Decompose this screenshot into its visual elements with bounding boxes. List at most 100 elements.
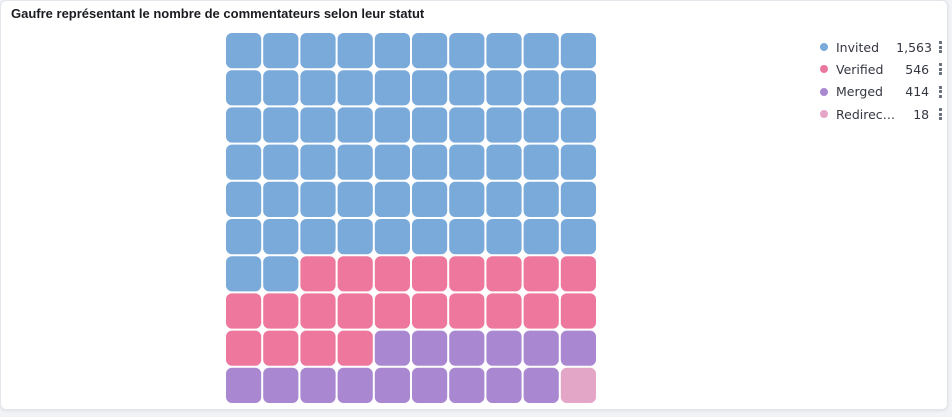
waffle-cell-invited[interactable] [337, 181, 373, 217]
waffle-cell-invited[interactable] [449, 181, 485, 217]
waffle-cell-invited[interactable] [560, 144, 596, 180]
waffle-cell-verified[interactable] [263, 293, 299, 329]
waffle-cell-invited[interactable] [412, 144, 448, 180]
waffle-cell-invited[interactable] [374, 144, 410, 180]
legend-item-invited[interactable]: Invited 1,563 [819, 36, 943, 58]
waffle-cell-verified[interactable] [300, 293, 336, 329]
waffle-cell-invited[interactable] [337, 70, 373, 106]
waffle-cell-invited[interactable] [263, 256, 299, 292]
kebab-menu-icon[interactable] [937, 62, 943, 76]
waffle-cell-invited[interactable] [412, 181, 448, 217]
waffle-cell-invited[interactable] [523, 144, 559, 180]
kebab-menu-icon[interactable] [937, 85, 943, 99]
waffle-cell-invited[interactable] [449, 70, 485, 106]
waffle-cell-verified[interactable] [374, 256, 410, 292]
legend-item-redirect[interactable]: Redirect... 18 [819, 103, 943, 125]
waffle-cell-verified[interactable] [449, 256, 485, 292]
waffle-cell-invited[interactable] [449, 33, 485, 69]
waffle-cell-invited[interactable] [226, 107, 262, 143]
waffle-cell-invited[interactable] [337, 107, 373, 143]
waffle-cell-merged[interactable] [374, 367, 410, 403]
waffle-cell-merged[interactable] [523, 330, 559, 366]
waffle-cell-invited[interactable] [263, 107, 299, 143]
kebab-menu-icon[interactable] [937, 40, 943, 54]
waffle-cell-invited[interactable] [412, 107, 448, 143]
waffle-cell-verified[interactable] [486, 256, 522, 292]
kebab-menu-icon[interactable] [937, 107, 943, 121]
waffle-cell-invited[interactable] [560, 181, 596, 217]
waffle-cell-merged[interactable] [337, 367, 373, 403]
waffle-cell-invited[interactable] [300, 107, 336, 143]
waffle-cell-merged[interactable] [300, 367, 336, 403]
waffle-cell-verified[interactable] [226, 293, 262, 329]
waffle-cell-invited[interactable] [337, 144, 373, 180]
legend-item-merged[interactable]: Merged 414 [819, 81, 943, 103]
waffle-cell-verified[interactable] [412, 256, 448, 292]
waffle-cell-merged[interactable] [523, 367, 559, 403]
waffle-cell-invited[interactable] [486, 107, 522, 143]
waffle-cell-invited[interactable] [486, 181, 522, 217]
waffle-cell-invited[interactable] [263, 33, 299, 69]
waffle-cell-invited[interactable] [523, 33, 559, 69]
waffle-cell-invited[interactable] [486, 219, 522, 255]
waffle-cell-invited[interactable] [226, 181, 262, 217]
waffle-cell-invited[interactable] [226, 219, 262, 255]
waffle-cell-invited[interactable] [449, 144, 485, 180]
waffle-cell-invited[interactable] [374, 181, 410, 217]
waffle-cell-invited[interactable] [374, 70, 410, 106]
waffle-cell-merged[interactable] [263, 367, 299, 403]
waffle-cell-invited[interactable] [523, 219, 559, 255]
waffle-cell-invited[interactable] [523, 70, 559, 106]
waffle-cell-invited[interactable] [560, 33, 596, 69]
waffle-cell-invited[interactable] [300, 70, 336, 106]
waffle-cell-invited[interactable] [337, 33, 373, 69]
waffle-cell-verified[interactable] [523, 293, 559, 329]
waffle-cell-verified[interactable] [560, 256, 596, 292]
waffle-cell-redirect[interactable] [560, 367, 596, 403]
waffle-cell-invited[interactable] [300, 33, 336, 69]
waffle-cell-verified[interactable] [449, 293, 485, 329]
waffle-cell-verified[interactable] [412, 293, 448, 329]
waffle-cell-invited[interactable] [412, 219, 448, 255]
waffle-cell-invited[interactable] [226, 33, 262, 69]
waffle-cell-verified[interactable] [486, 293, 522, 329]
waffle-cell-merged[interactable] [486, 367, 522, 403]
waffle-cell-invited[interactable] [226, 70, 262, 106]
legend-item-verified[interactable]: Verified 546 [819, 58, 943, 80]
waffle-cell-invited[interactable] [412, 33, 448, 69]
waffle-cell-invited[interactable] [449, 107, 485, 143]
waffle-cell-invited[interactable] [226, 144, 262, 180]
waffle-cell-verified[interactable] [226, 330, 262, 366]
waffle-cell-invited[interactable] [374, 33, 410, 69]
waffle-cell-verified[interactable] [523, 256, 559, 292]
waffle-cell-invited[interactable] [412, 70, 448, 106]
waffle-cell-verified[interactable] [560, 293, 596, 329]
waffle-cell-merged[interactable] [412, 367, 448, 403]
waffle-cell-invited[interactable] [560, 219, 596, 255]
waffle-cell-invited[interactable] [523, 107, 559, 143]
waffle-cell-merged[interactable] [226, 367, 262, 403]
waffle-cell-invited[interactable] [226, 256, 262, 292]
waffle-cell-merged[interactable] [449, 367, 485, 403]
waffle-cell-invited[interactable] [374, 107, 410, 143]
waffle-cell-invited[interactable] [486, 33, 522, 69]
waffle-cell-invited[interactable] [337, 219, 373, 255]
waffle-cell-invited[interactable] [263, 219, 299, 255]
waffle-cell-verified[interactable] [337, 330, 373, 366]
waffle-cell-invited[interactable] [523, 181, 559, 217]
waffle-cell-invited[interactable] [300, 144, 336, 180]
waffle-cell-merged[interactable] [374, 330, 410, 366]
waffle-cell-merged[interactable] [449, 330, 485, 366]
waffle-cell-merged[interactable] [560, 330, 596, 366]
waffle-cell-invited[interactable] [560, 107, 596, 143]
waffle-cell-invited[interactable] [263, 181, 299, 217]
waffle-cell-verified[interactable] [337, 256, 373, 292]
waffle-cell-invited[interactable] [300, 219, 336, 255]
waffle-cell-invited[interactable] [449, 219, 485, 255]
waffle-cell-invited[interactable] [300, 181, 336, 217]
waffle-cell-verified[interactable] [300, 330, 336, 366]
waffle-cell-merged[interactable] [486, 330, 522, 366]
waffle-cell-invited[interactable] [263, 144, 299, 180]
waffle-cell-merged[interactable] [412, 330, 448, 366]
waffle-cell-invited[interactable] [486, 144, 522, 180]
